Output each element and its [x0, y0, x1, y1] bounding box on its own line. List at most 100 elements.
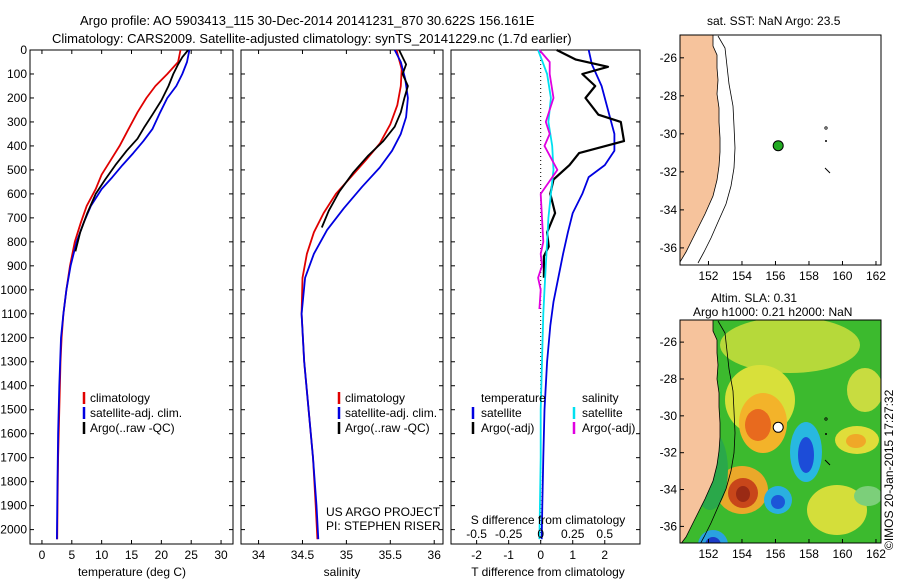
sla-map-axes: 152 154 156 158 160 162 -26 -28 -30 -32 -34 -36: [660, 335, 887, 561]
island-marker: [825, 140, 827, 142]
lon-tick-label: 162: [866, 547, 886, 561]
difference-T-tick-label: -2: [471, 548, 482, 562]
sla-anomaly-patch: [736, 486, 750, 502]
depth-tick-label: 400: [7, 139, 27, 153]
series-line-temperature-argo: [542, 49, 626, 278]
island-marker: [824, 417, 828, 421]
depth-axis: 0 100 200 300 400 500 600 700 800 900 1000 1100 1200…: [0, 43, 640, 537]
lat-tick-label: -26: [660, 335, 678, 349]
sla-anomaly-patch: [745, 409, 771, 441]
sla-map-frame: [679, 319, 882, 544]
legend-satellite: satellite-adj. clim.: [90, 406, 182, 420]
lat-tick-label: -28: [660, 89, 678, 103]
lon-tick-label: 160: [832, 269, 852, 283]
depth-tick-label: 100: [7, 67, 27, 81]
sla-anomaly-patch: [771, 495, 785, 509]
legend-argo: Argo(..raw -QC): [345, 421, 430, 435]
legend-satellite: satellite-adj. clim.: [345, 406, 437, 420]
depth-tick-label: 500: [7, 163, 27, 177]
sla-anomaly-patch: [847, 368, 881, 412]
temperature-tick-label: 15: [125, 548, 139, 562]
sst-map: [679, 34, 882, 266]
series-line-climatology: [300, 49, 403, 540]
depth-tick-label: 1500: [0, 403, 27, 417]
sla-anomaly-patch: [846, 434, 866, 448]
depth-tick-label: 1000: [0, 283, 27, 297]
lon-tick-label: 156: [765, 269, 785, 283]
sla-map-title-line2: Argo h1000: 0.21 h2000: NaN: [693, 305, 852, 319]
legend-t-argo: Argo(-adj): [481, 421, 534, 435]
lat-tick-label: -32: [660, 165, 678, 179]
series-line-satellite: [56, 49, 191, 540]
sla-anomaly-patch: [705, 537, 721, 543]
depth-tick-label: 1400: [0, 379, 27, 393]
temperature-tick-label: 20: [155, 548, 169, 562]
series-line-argo: [320, 49, 409, 228]
sla-anomaly-patch: [807, 485, 867, 535]
difference-T-tick-label: -1: [503, 548, 514, 562]
depth-tick-label: 900: [7, 259, 27, 273]
lon-tick-label: 156: [765, 547, 785, 561]
salinity-tick-label: 34: [252, 548, 266, 562]
series-line-climatology: [56, 49, 182, 540]
salinity-panel-frame: [240, 49, 444, 545]
sst-map-shelf-contour: [697, 35, 736, 264]
figure-title-line1: Argo profile: AO 5903413_115 30-Dec-2014…: [80, 13, 535, 28]
depth-tick-label: 800: [7, 235, 27, 249]
depth-tick-label: 1700: [0, 451, 27, 465]
island-marker: [824, 126, 828, 130]
sst-map-frame: [679, 34, 882, 266]
salinity-tick-label: 36: [428, 548, 442, 562]
difference-legend: temperature satellite Argo(-adj) salinit…: [471, 391, 635, 435]
salinity-tick-label: 34.5: [291, 548, 315, 562]
legend-climatology: climatology: [90, 391, 150, 405]
lon-tick-label: 158: [799, 547, 819, 561]
sla-anomaly-patch: [720, 320, 860, 373]
depth-tick-label: 1200: [0, 331, 27, 345]
float-position-marker: [772, 421, 784, 433]
salinity-xlabel: salinity: [324, 565, 361, 579]
lon-tick-label: 158: [799, 269, 819, 283]
depth-tick-label: 300: [7, 115, 27, 129]
difference-S-tick-label: -0.5: [466, 527, 487, 541]
temperature-tick-label: 5: [68, 548, 75, 562]
lon-tick-label: 160: [832, 547, 852, 561]
lat-tick-label: -32: [660, 446, 678, 460]
temperature-tick-label: 30: [214, 548, 228, 562]
lat-tick-label: -26: [660, 51, 678, 65]
sla-map-land: [680, 320, 721, 543]
depth-tick-label: 1300: [0, 355, 27, 369]
difference-xlabel: T difference from climatology: [471, 565, 625, 579]
difference-top-label: S difference from climatology: [471, 513, 626, 527]
series-line-temperature-satellite: [540, 49, 616, 540]
legend-group-salinity: salinity: [582, 391, 619, 405]
sla-anomaly-patch: [798, 437, 814, 473]
difference-T-tick-label: 1: [569, 548, 576, 562]
lat-tick-label: -28: [660, 372, 678, 386]
island-marker: [825, 433, 827, 435]
lon-tick-label: 152: [698, 269, 718, 283]
difference-S-tick-label: 0.25: [561, 527, 585, 541]
legend-climatology: climatology: [345, 391, 405, 405]
sla-map-title-line1: Altim. SLA: 0.31: [711, 291, 797, 305]
depth-tick-label: 1600: [0, 427, 27, 441]
legend-s-argo: Argo(-adj): [582, 421, 635, 435]
lat-tick-label: -30: [660, 409, 678, 423]
difference-panel-frame: [450, 49, 641, 545]
project-label: US ARGO PROJECT: [326, 505, 441, 519]
series-line-salinity-salinity_argo: [537, 49, 559, 310]
lat-tick-label: -34: [660, 203, 678, 217]
depth-tick-label: 600: [7, 187, 27, 201]
pi-label: PI: STEPHEN RISER: [326, 519, 441, 533]
temperature-panel: 0 5 10 15 20 25 30: [39, 49, 228, 562]
depth-tick-label: 1800: [0, 475, 27, 489]
island-marker: [824, 459, 831, 466]
lat-tick-label: -36: [660, 519, 678, 533]
depth-tick-label: 200: [7, 91, 27, 105]
temperature-tick-label: 0: [39, 548, 46, 562]
legend-s-satellite: satellite: [582, 406, 623, 420]
salinity-panel: 34 34.5 35 35.5 36: [252, 49, 442, 562]
lat-tick-label: -36: [660, 241, 678, 255]
float-position-marker: [772, 140, 784, 152]
